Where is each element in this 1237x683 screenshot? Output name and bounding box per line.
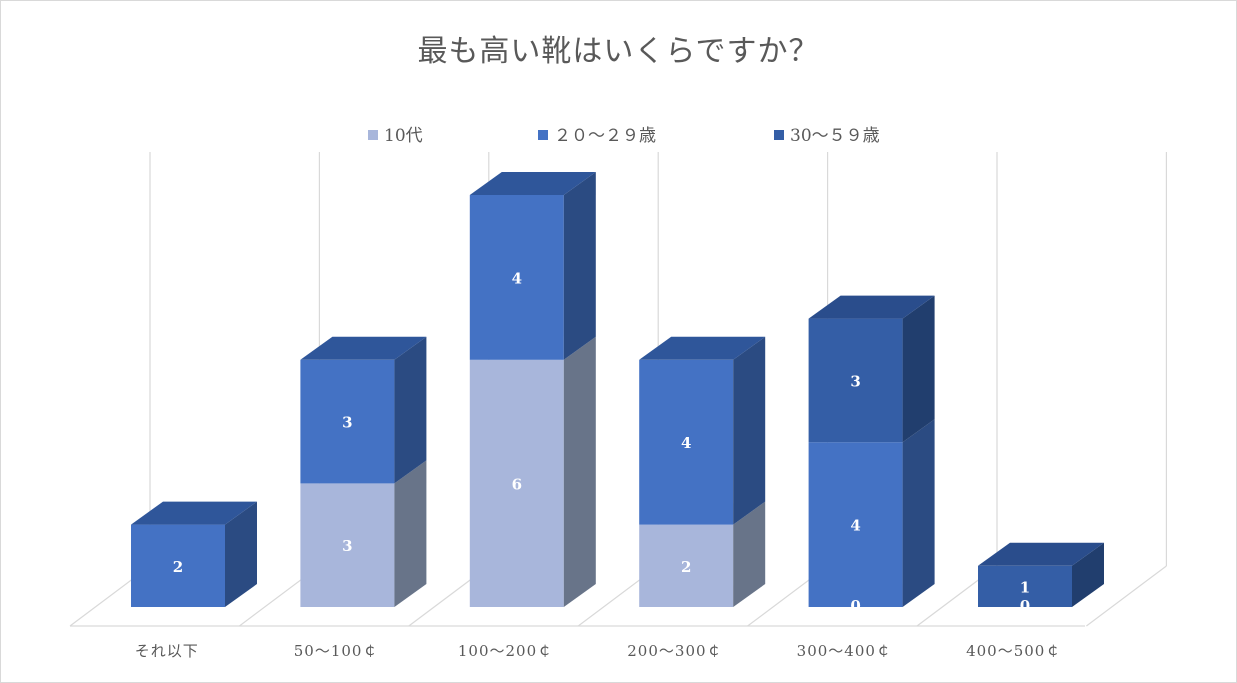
bar-top-face (300, 336, 427, 360)
legend-label-2: ２０～２９歳 (554, 126, 656, 146)
data-label: 0 (1020, 597, 1030, 615)
legend-label-3: 30～５９歳 (790, 126, 880, 146)
data-label: 4 (512, 269, 522, 287)
bar-segment-front (131, 524, 225, 607)
bar-segment-front (978, 565, 1072, 607)
bar-top-face (978, 542, 1104, 566)
legend-label-1: 10代 (384, 126, 423, 146)
data-label: 2 (173, 558, 183, 576)
bar-segment-side (394, 460, 427, 607)
bar-segment-side (1072, 542, 1104, 607)
legend-swatch-1 (368, 130, 378, 140)
bar-segment-side (563, 336, 596, 607)
bar-top-face (469, 172, 596, 195)
bar-segment-side (733, 336, 766, 525)
data-label: 3 (342, 537, 352, 555)
data-label: 3 (342, 414, 352, 432)
bar-segment-front (469, 195, 564, 360)
category-label: 300～400￠ (797, 642, 892, 660)
data-label: 3 (850, 372, 860, 390)
data-label: 4 (850, 517, 860, 535)
legend-item-series-1: 10代 (368, 121, 423, 146)
data-label: 2 (681, 558, 691, 576)
legend-swatch-2 (538, 130, 548, 140)
data-label: 1 (1020, 578, 1030, 596)
category-label: 400～500￠ (966, 642, 1061, 660)
bar-segment-side (733, 501, 766, 607)
bar-segment-side (902, 419, 935, 607)
category-label: 50～100￠ (294, 642, 379, 660)
bar-segment-front (469, 359, 564, 607)
category-label: 200～300￠ (627, 642, 722, 660)
data-label: 6 (512, 475, 522, 493)
data-label: 4 (681, 434, 691, 452)
legend-swatch-3 (774, 130, 784, 140)
chart-title: 最も高い靴はいくらですか？ (417, 34, 820, 69)
bar-segment-side (563, 172, 596, 360)
floor-divider-line (1086, 565, 1167, 627)
legend-item-series-3: 30～５９歳 (774, 121, 880, 146)
category-label: それ以下 (135, 642, 199, 660)
bar-top-face (808, 295, 935, 319)
bar-segment-side (225, 501, 257, 607)
bar-segment-front (639, 359, 734, 525)
bar-segment-front (300, 359, 395, 484)
bar-segment-front (300, 483, 395, 607)
bar-segment-side (902, 295, 935, 443)
bar-top-face (131, 501, 257, 525)
legend-item-series-2: ２０～２９歳 (538, 121, 656, 146)
bar-top-face (639, 336, 766, 360)
bar-segment-front (639, 524, 734, 607)
bar-segment-front (808, 318, 903, 443)
category-label: 100～200￠ (458, 642, 553, 660)
bar-segment-side (394, 336, 427, 484)
data-label: 0 (850, 597, 860, 615)
bar-segment-front (808, 442, 903, 607)
